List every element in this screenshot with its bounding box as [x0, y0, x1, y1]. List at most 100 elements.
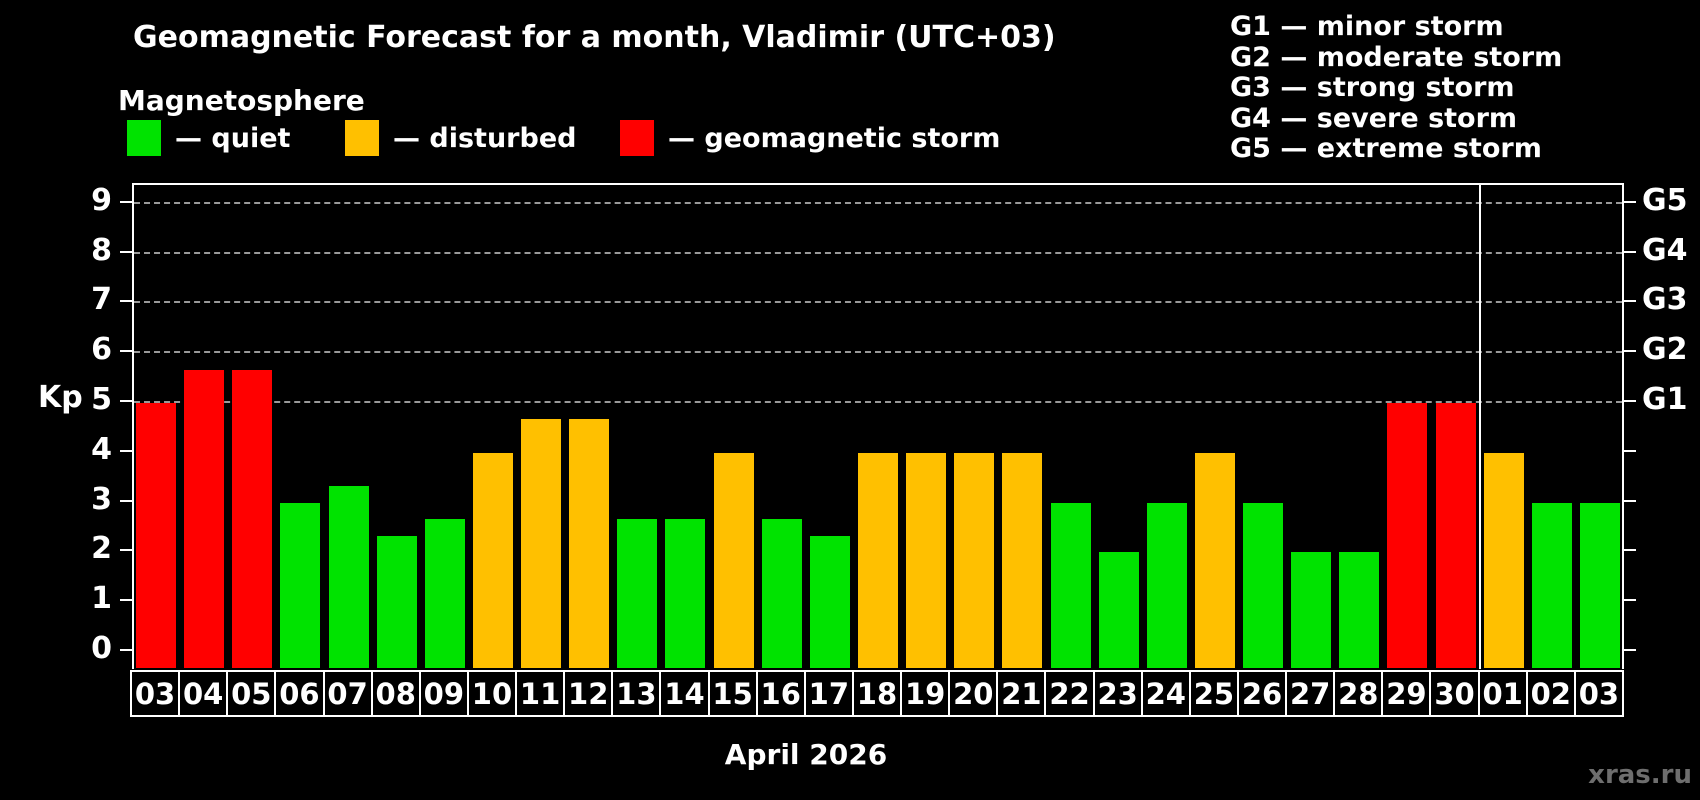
- bar: [1146, 502, 1187, 668]
- page-title: Geomagnetic Forecast for a month, Vladim…: [133, 20, 1056, 55]
- bar: [1339, 552, 1380, 668]
- y-tick-left: [120, 499, 132, 502]
- x-label-box-day-26: 26: [1236, 670, 1288, 717]
- legend-item-quiet: — quiet: [127, 120, 290, 156]
- y-tick-label: 3: [91, 481, 112, 517]
- bar: [761, 519, 802, 668]
- y-tick-label: 0: [91, 631, 112, 666]
- bar: [376, 535, 417, 668]
- x-label-box-day-17: 17: [803, 670, 854, 717]
- legend-swatch-disturbed: [345, 120, 379, 156]
- g5-legend-line: G5 — extreme storm: [1230, 133, 1542, 164]
- g-scale-legend: G1 — minor storm G2 — moderate storm G3 …: [1230, 11, 1563, 165]
- y-axis-title: Kp: [38, 380, 83, 415]
- gridline-kp5: [134, 401, 1622, 403]
- x-label-box-day-20: 20: [948, 670, 999, 717]
- x-label-box-day-06: 06: [274, 670, 325, 717]
- y-tick-label: 1: [91, 581, 112, 617]
- x-label-box-day-12: 12: [563, 670, 614, 717]
- y-tick-right: [1624, 499, 1636, 502]
- bar: [1387, 403, 1428, 668]
- gridline-kp6: [134, 351, 1622, 354]
- x-label-box-day-11: 11: [515, 670, 566, 717]
- x-label-box-day-14: 14: [659, 670, 710, 717]
- y-tick-right: [1624, 300, 1636, 303]
- x-label-box-day-16: 16: [755, 670, 806, 717]
- x-label-box-day-13: 13: [611, 670, 662, 717]
- x-label-box-day-30: 30: [1429, 670, 1480, 717]
- y-tick-left: [120, 400, 132, 402]
- y-tick-right: [1624, 250, 1636, 253]
- bar: [1243, 502, 1284, 668]
- x-label-box-day-05: 05: [226, 670, 277, 717]
- x-label-box-day-19: 19: [900, 670, 951, 717]
- chart-plot-area: [132, 183, 1624, 669]
- y-tick-left: [120, 649, 132, 651]
- bar: [569, 419, 610, 668]
- status-legend: — quiet — disturbed — geomagnetic storm: [0, 120, 1700, 160]
- y-tick-right: [1624, 400, 1636, 402]
- bar: [1098, 552, 1139, 668]
- x-label-box-day-25: 25: [1188, 670, 1239, 717]
- x-label-box-day-18: 18: [851, 670, 903, 717]
- y-tick-left: [120, 300, 132, 303]
- bar: [906, 452, 947, 668]
- bar: [954, 452, 995, 668]
- y-tick-left: [120, 200, 132, 203]
- bar: [1531, 502, 1572, 668]
- g2-legend-line: G2 — moderate storm: [1230, 41, 1563, 73]
- bar: [617, 519, 658, 668]
- x-label-box-day-29: 29: [1381, 670, 1432, 717]
- gridline-kp8: [134, 251, 1622, 254]
- legend-swatch-storm: [620, 120, 654, 156]
- y-tick-label: 6: [91, 332, 112, 368]
- bar: [232, 369, 273, 668]
- bar: [280, 502, 321, 668]
- y-tick-label: 7: [91, 282, 112, 318]
- bar: [1435, 403, 1476, 668]
- bar: [184, 369, 225, 668]
- y-tick-right: [1624, 649, 1636, 651]
- gridline-kp9: [134, 201, 1622, 204]
- right-axis-label-g5: G5: [1642, 182, 1688, 218]
- y-tick-right: [1624, 350, 1636, 353]
- watermark: xras.ru: [1588, 760, 1692, 790]
- bar: [521, 419, 562, 668]
- y-tick-right: [1624, 200, 1636, 203]
- month-separator: [1478, 185, 1481, 669]
- bar: [665, 519, 706, 668]
- bar: [1050, 502, 1091, 668]
- y-tick-label: 4: [91, 431, 112, 467]
- g4-legend-line: G4 — severe storm: [1230, 102, 1518, 134]
- x-label-box-day-04: 04: [178, 670, 229, 717]
- right-axis-label-g1: G1: [1642, 382, 1688, 417]
- right-axis-label-g4: G4: [1642, 232, 1688, 268]
- legend-label: — quiet: [175, 122, 291, 154]
- y-tick-label: 9: [91, 182, 112, 218]
- legend-swatch-quiet: [127, 120, 161, 156]
- x-label-box-day-08: 08: [370, 670, 421, 717]
- g3-legend-line: G3 — strong storm: [1230, 72, 1515, 103]
- right-axis-label-g3: G3: [1642, 282, 1688, 318]
- x-label-box-day-07: 07: [322, 670, 373, 717]
- x-label-box-day-15: 15: [707, 670, 758, 717]
- bar: [713, 452, 754, 668]
- month-label: April 2026: [724, 738, 888, 771]
- x-label-box-day-24: 24: [1140, 670, 1191, 717]
- x-label-box-day-23: 23: [1092, 670, 1143, 717]
- x-label-box-day-01: 01: [1477, 670, 1528, 717]
- y-tick-left: [120, 599, 132, 602]
- g1-legend-line: G1 — minor storm: [1230, 11, 1504, 42]
- bar: [1291, 552, 1332, 668]
- y-tick-left: [120, 250, 132, 253]
- legend-item-disturbed: — disturbed: [345, 120, 576, 156]
- y-tick-label: 8: [91, 232, 112, 268]
- legend-label: — disturbed: [393, 122, 577, 154]
- y-tick-right: [1624, 449, 1636, 452]
- y-tick-right: [1624, 599, 1636, 602]
- x-label-box-day-03: 03: [130, 670, 181, 717]
- magnetosphere-subtitle: Magnetosphere: [118, 84, 365, 117]
- bar: [136, 403, 177, 668]
- y-tick-left: [120, 350, 132, 353]
- x-label-box-day-09: 09: [418, 670, 469, 717]
